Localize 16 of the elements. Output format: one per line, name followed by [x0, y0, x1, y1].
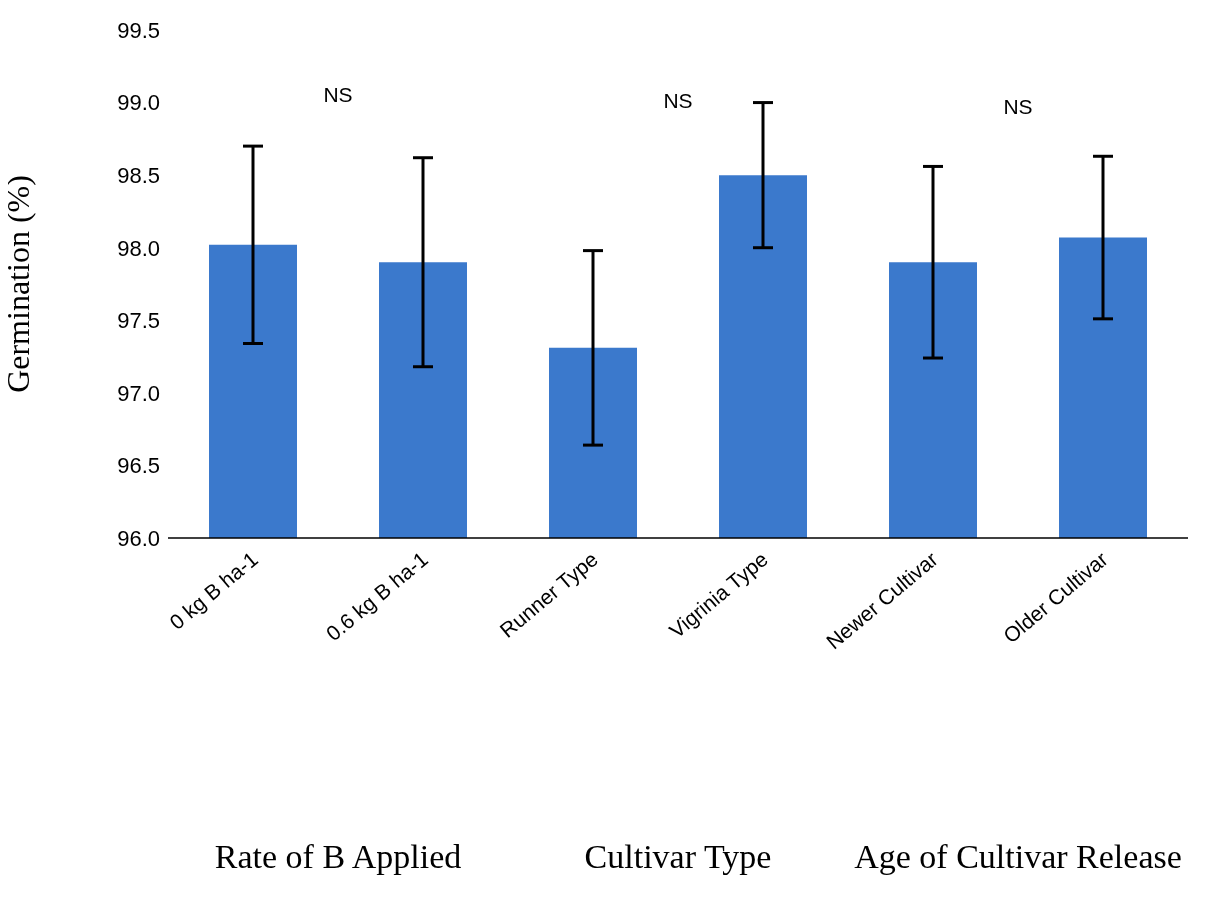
text: Cultivar Type	[584, 838, 772, 875]
annotation: NS	[1002, 95, 1034, 119]
y-tick-label: 96.0	[117, 525, 160, 551]
y-tick-label: 97.0	[117, 380, 160, 406]
annotation: NS	[662, 89, 694, 113]
y-tick-label: 96.5	[117, 453, 160, 479]
y-tick-label: 99.5	[117, 17, 160, 43]
y-tick-label: 97.5	[117, 308, 160, 334]
annotation: NS	[323, 83, 353, 106]
y-tick-label: 98.0	[117, 235, 160, 261]
text: Age of Cultivar Release	[853, 838, 1183, 876]
y-tick-label: 98.5	[117, 162, 160, 188]
text: Rate of B Applied	[213, 838, 463, 876]
y-tick-label: 99.0	[117, 90, 160, 116]
x-tick-label: 0 kg B ha-1	[164, 547, 262, 634]
x-tick-label: 0.6 kg B ha-1	[321, 547, 432, 646]
